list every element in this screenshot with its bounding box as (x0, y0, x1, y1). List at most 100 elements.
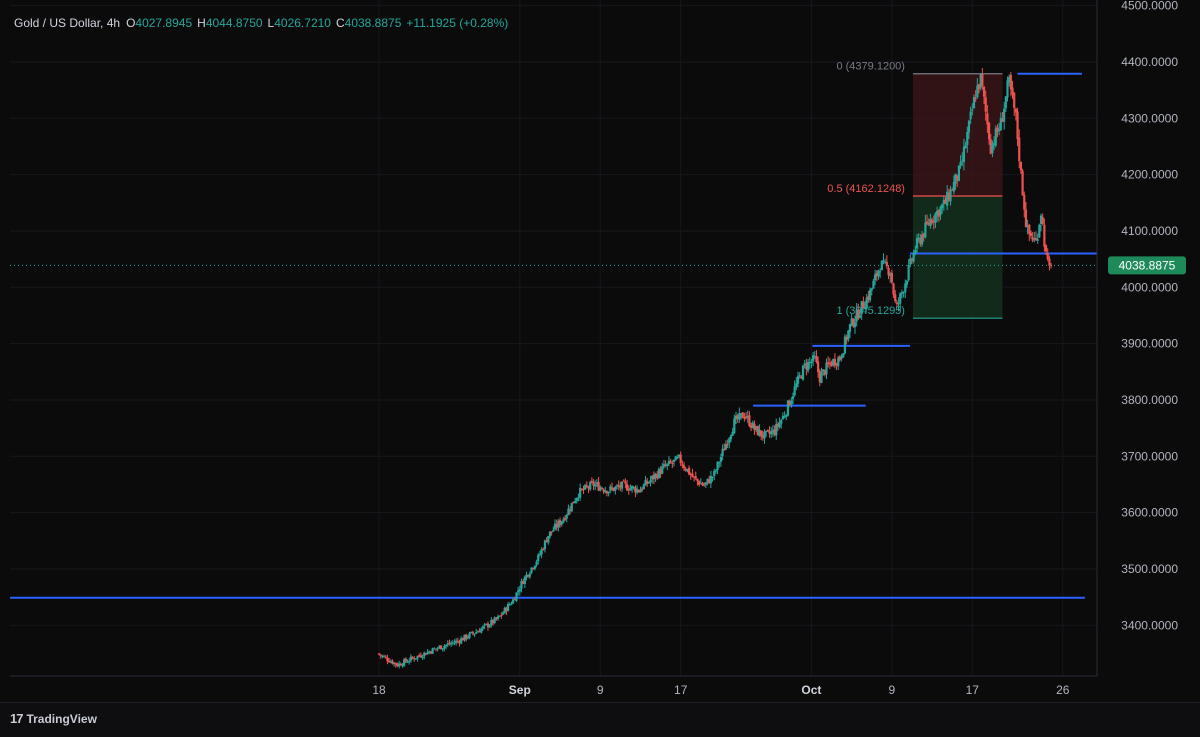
candle-body (837, 357, 840, 367)
candle-body (393, 662, 396, 665)
candle-body (919, 238, 922, 244)
fib-level-label: 0 (4379.1200) (836, 61, 905, 73)
candle-body (654, 473, 657, 479)
candle-body (475, 632, 478, 634)
candle-body (1036, 238, 1039, 241)
candle-body (662, 464, 666, 467)
candle-body (788, 401, 791, 406)
candle-body (947, 192, 950, 201)
candle-body (582, 488, 585, 491)
candle-body (501, 612, 505, 615)
candle-body (922, 233, 925, 238)
candle-body (1039, 215, 1043, 224)
candle-body (426, 651, 429, 655)
candle-body (766, 430, 769, 432)
candle-body (724, 444, 728, 450)
candle-body (900, 292, 904, 294)
candle-body (880, 260, 883, 271)
candle-body (835, 364, 838, 366)
candle-body (711, 476, 714, 478)
candle-body (986, 113, 989, 125)
candle-body (971, 109, 974, 111)
candle-body (543, 540, 547, 550)
candle-body (679, 454, 682, 464)
candle-body (468, 633, 471, 638)
candle-body (924, 222, 927, 238)
candle-body (972, 96, 976, 109)
price-tick-label: 3600.0000 (1121, 506, 1178, 520)
candle-body (703, 484, 706, 486)
horizontal-levels[interactable] (10, 72, 1099, 599)
candle-body (1033, 238, 1036, 240)
candle-body (406, 661, 409, 663)
candle-body (473, 633, 476, 635)
candle-body (1009, 74, 1012, 90)
price-tick-label: 4300.0000 (1121, 111, 1178, 125)
candle-body (1013, 92, 1016, 108)
candle-body (530, 567, 533, 573)
candle-body (575, 497, 578, 502)
candle-body (490, 619, 493, 625)
candle-body (496, 616, 500, 619)
candle-body (466, 637, 469, 639)
candle-body (389, 661, 392, 663)
candle-body (481, 626, 485, 629)
time-tick-label: 18 (372, 683, 386, 697)
candle-body (1024, 209, 1028, 228)
candle-body (733, 418, 736, 433)
candle-body (867, 296, 870, 300)
candle-body (429, 651, 433, 654)
candle-body (510, 603, 513, 605)
candle-body (498, 615, 501, 617)
tradingview-brand[interactable]: 17 TradingView (10, 711, 97, 726)
candle-body (964, 145, 967, 149)
candle-body (956, 175, 959, 181)
candle-body (610, 487, 614, 489)
candle-body (517, 590, 520, 593)
candle-body (465, 634, 468, 639)
candle-body (852, 319, 855, 327)
candle-body (612, 487, 615, 491)
candle-body (615, 485, 619, 487)
candle-body (600, 487, 604, 489)
candle-body (533, 565, 536, 569)
candle-body (874, 274, 877, 281)
candle-body (659, 469, 662, 475)
candle-body (716, 461, 719, 471)
last-price-tag (1108, 256, 1186, 275)
candle-body (996, 127, 999, 132)
candle-body (843, 336, 847, 354)
candle-body (416, 655, 419, 659)
candle-body (936, 210, 939, 216)
candle-body (433, 648, 436, 650)
candle-body (889, 273, 892, 277)
candle-body (639, 489, 642, 493)
candle-body (548, 531, 552, 537)
price-tick-label: 4400.0000 (1121, 55, 1178, 69)
candle-body (478, 631, 481, 633)
candle-body (761, 435, 764, 438)
price-axis[interactable]: 4500.0000 4400.0000 4300.0000 4200.0000 4100… (1096, 0, 1200, 676)
time-axis[interactable]: 18 Sep 9 17 Oct 9 17 26 (10, 675, 1097, 697)
candle-body (897, 303, 900, 305)
candle-body (471, 632, 474, 634)
candle-body (672, 459, 676, 462)
candle-body (572, 501, 575, 504)
candle-body (476, 631, 480, 633)
candle-body (584, 484, 587, 490)
candle-body (991, 142, 994, 154)
candle-body (842, 353, 845, 358)
candle-body (910, 259, 914, 261)
candle-body (592, 481, 595, 486)
candle-body (708, 479, 711, 484)
candle-body (783, 416, 786, 418)
close-label: C (335, 16, 345, 30)
candle-body (942, 199, 945, 205)
change-value: +11.1925 (+0.28%) (406, 16, 509, 30)
candle-body (780, 419, 783, 424)
candle-body (768, 431, 771, 434)
candle-body (568, 509, 572, 511)
candle-body (1008, 76, 1011, 83)
candle-body (622, 480, 625, 482)
